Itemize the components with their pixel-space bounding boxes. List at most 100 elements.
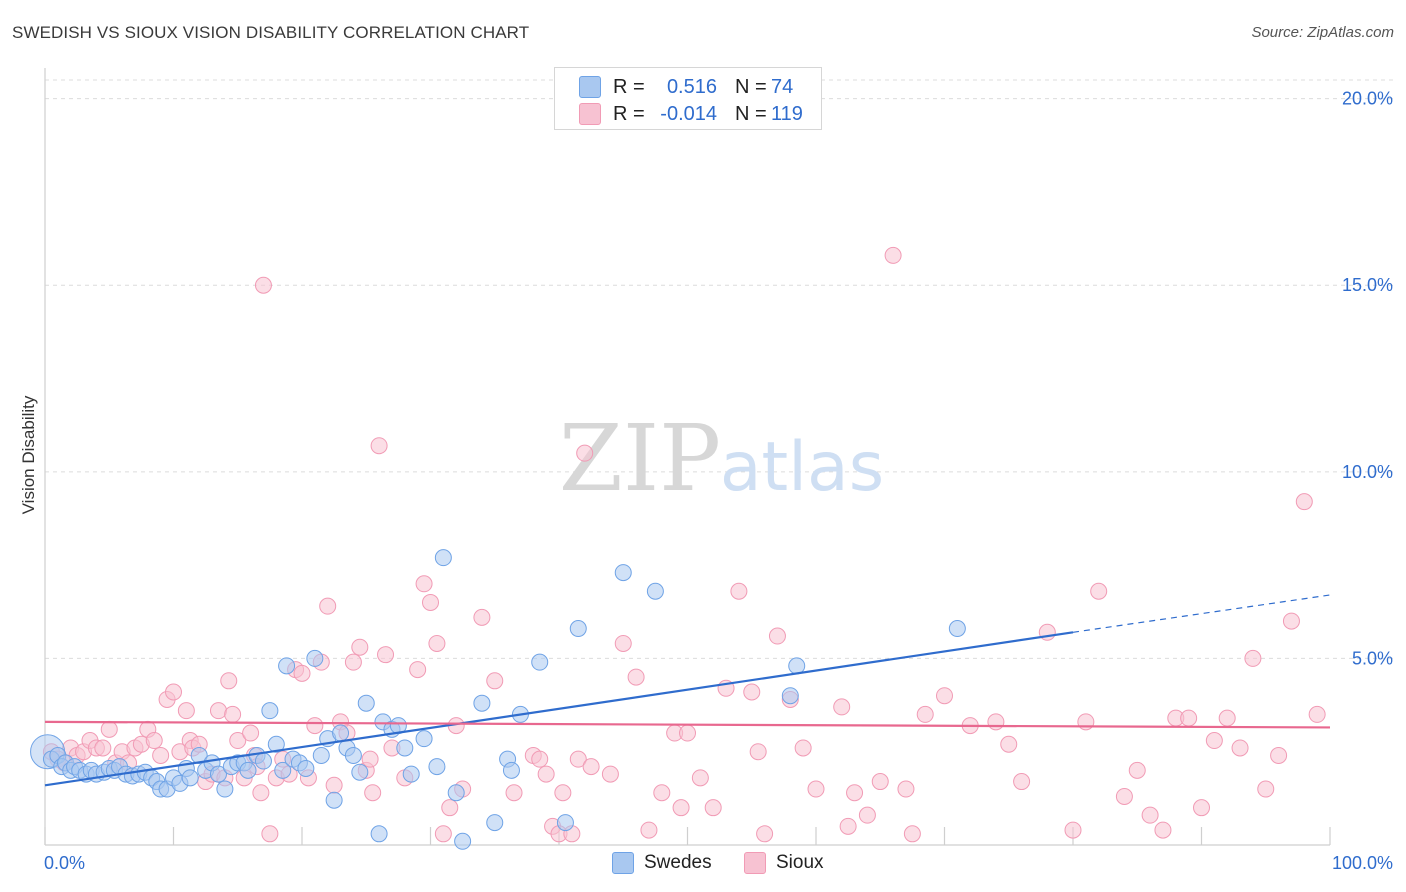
swedes-point <box>396 739 414 757</box>
sioux-point <box>653 784 671 802</box>
r-label: R = <box>613 75 645 98</box>
swedes-point <box>357 694 375 712</box>
sioux-point <box>884 246 902 264</box>
swedes-point <box>261 702 279 720</box>
swedes-point <box>454 832 472 850</box>
legend-item-sioux[interactable]: Sioux <box>744 852 824 874</box>
sioux-point <box>165 683 182 701</box>
n-label: N = <box>735 102 767 125</box>
sioux-point <box>1090 582 1108 600</box>
sioux-point <box>370 437 388 455</box>
sioux-point <box>361 750 379 768</box>
sioux-point <box>434 825 452 843</box>
swedes-point <box>274 761 292 779</box>
swedes-point <box>428 758 446 776</box>
sioux-point <box>1064 821 1082 839</box>
swedes-point <box>948 620 966 638</box>
swedes-point <box>473 694 491 712</box>
sioux-point <box>1218 709 1236 727</box>
sioux-point <box>364 784 382 802</box>
sioux-point <box>1295 493 1313 511</box>
sioux-point <box>209 702 227 720</box>
sioux-point <box>1308 705 1326 723</box>
y-tick-label: 10.0% <box>1342 462 1393 482</box>
x-tick-label: 100.0% <box>1332 853 1393 873</box>
legend-row-sioux: R = -0.014 N = 119 <box>579 102 803 126</box>
sioux-point <box>846 784 864 802</box>
sioux-point <box>409 661 427 679</box>
sioux-point <box>576 444 594 462</box>
sioux-point <box>152 746 170 764</box>
swedes-point <box>239 761 257 779</box>
sioux-point <box>903 825 921 843</box>
sioux-legend-swatch <box>744 852 766 874</box>
swedes-point <box>402 765 420 783</box>
n-value: 74 <box>771 75 794 98</box>
x-tick-label: 0.0% <box>44 853 85 873</box>
watermark-atlas: atlas <box>720 428 884 507</box>
swedes-point <box>216 780 234 798</box>
swedes-point <box>569 620 587 638</box>
swedes-point <box>447 784 465 802</box>
legend-item-swedes[interactable]: Swedes <box>612 852 712 874</box>
sioux-point <box>704 799 722 817</box>
swedes-trend-line <box>44 631 1074 787</box>
swedes-point <box>531 653 549 671</box>
sioux-point <box>242 724 260 742</box>
swedes-point <box>312 746 330 764</box>
sioux-point <box>325 776 343 794</box>
sioux-point <box>627 668 645 686</box>
sioux-point <box>833 698 851 716</box>
swedes-point <box>556 814 574 832</box>
sioux-point <box>743 683 761 701</box>
swedes-point <box>325 791 343 809</box>
sioux-point <box>614 634 632 652</box>
sioux-point <box>306 717 324 735</box>
sioux-point <box>177 702 195 720</box>
swedes-point <box>209 765 227 783</box>
sioux-point <box>293 664 311 682</box>
sioux-point <box>1013 773 1031 791</box>
sioux-point <box>582 758 600 776</box>
grid-lines <box>45 79 1395 659</box>
swedes-point <box>297 760 315 777</box>
sioux-point <box>422 593 439 611</box>
sioux-point <box>987 713 1005 731</box>
sioux-point <box>768 627 786 645</box>
sioux-point <box>1180 709 1198 727</box>
sioux-point <box>100 720 118 738</box>
swedes-point <box>415 730 433 748</box>
y-tick-label: 20.0% <box>1342 89 1393 109</box>
sioux-point <box>220 672 238 690</box>
swedes-swatch <box>579 76 601 98</box>
sioux-point <box>428 634 446 652</box>
y-axis-label: Vision Disability <box>19 395 38 514</box>
y-tick-label: 5.0% <box>1352 648 1393 668</box>
sioux-point <box>224 705 242 723</box>
sioux-point <box>640 821 658 839</box>
swedes-point <box>370 825 388 843</box>
sioux-point <box>344 653 362 671</box>
legend-label-sioux: Sioux <box>776 852 824 873</box>
sioux-point <box>1282 612 1300 630</box>
sioux-swatch <box>579 103 601 125</box>
swedes-point <box>254 752 272 770</box>
swedes-point <box>351 763 369 781</box>
sioux-points <box>42 246 1326 843</box>
sioux-point <box>229 732 247 750</box>
series-legend: Swedes Sioux <box>0 852 1406 878</box>
sioux-point <box>94 739 112 757</box>
sioux-point <box>531 750 549 768</box>
sioux-point <box>858 806 876 824</box>
swedes-point <box>306 649 324 667</box>
tick-labels: 5.0% 10.0% 15.0% 20.0% 0.0% 100.0% <box>44 89 1393 873</box>
sioux-point <box>807 780 825 798</box>
swedes-point <box>614 564 632 582</box>
sioux-point <box>679 724 696 742</box>
sioux-point <box>897 780 915 798</box>
sioux-point <box>505 784 523 802</box>
trend-lines <box>44 594 1331 787</box>
sioux-point <box>1115 787 1133 805</box>
r-value: 0.516 <box>666 75 717 98</box>
